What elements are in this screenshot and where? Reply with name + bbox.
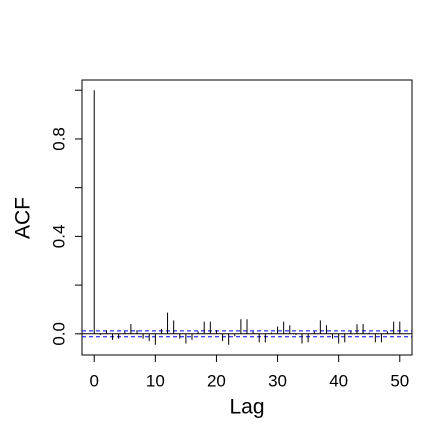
x-tick-label: 20 xyxy=(207,371,226,390)
x-tick-label: 40 xyxy=(329,371,348,390)
y-axis-label: ACF xyxy=(12,197,35,239)
y-tick-label: 0.8 xyxy=(49,127,68,151)
y-tick-label: 0.4 xyxy=(49,225,68,249)
x-tick-label: 10 xyxy=(146,371,165,390)
y-tick-label: 0.0 xyxy=(49,322,68,346)
x-tick-label: 50 xyxy=(390,371,409,390)
x-tick-label: 30 xyxy=(268,371,287,390)
x-axis-label: Lag xyxy=(229,396,264,419)
x-tick-label: 0 xyxy=(89,371,98,390)
plot-box xyxy=(81,79,413,356)
